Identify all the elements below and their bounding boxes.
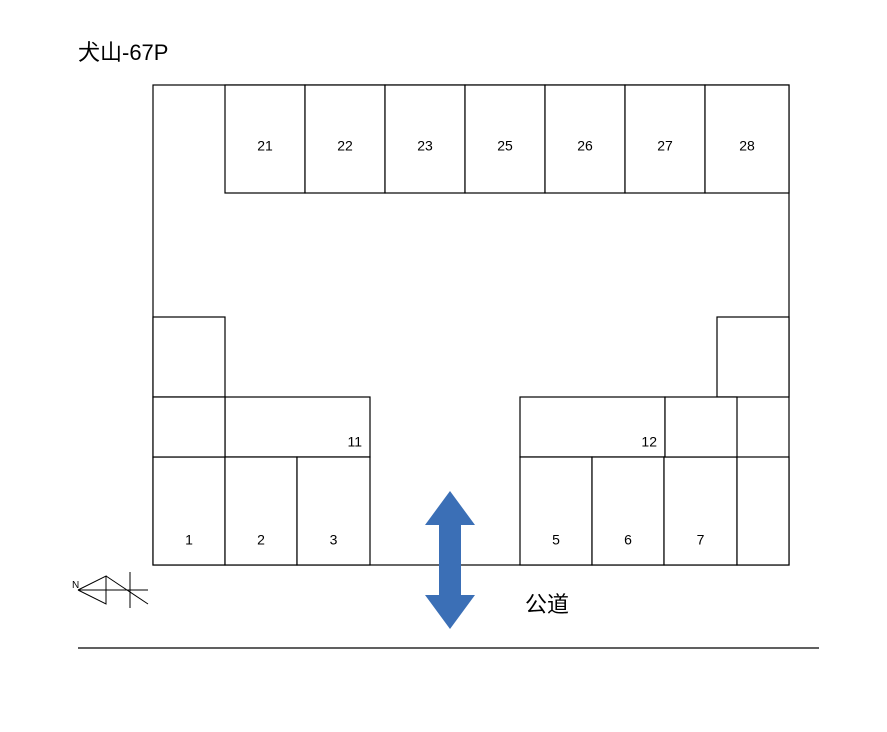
parking-space — [717, 317, 789, 397]
space-number: 1 — [185, 532, 193, 548]
space-number: 3 — [330, 532, 338, 548]
road-label: 公道 — [525, 592, 569, 617]
parking-space: 22 — [305, 85, 385, 193]
parking-space: 12 — [520, 397, 665, 457]
space-number: 11 — [347, 434, 362, 450]
parking-space — [737, 457, 789, 565]
space-number: 26 — [577, 138, 593, 154]
parking-space: 7 — [664, 457, 737, 565]
space-number: 25 — [497, 138, 513, 154]
parking-space: 28 — [705, 85, 789, 193]
parking-space: 27 — [625, 85, 705, 193]
parking-space: 26 — [545, 85, 625, 193]
space-number: 6 — [624, 532, 632, 548]
parking-space: 6 — [592, 457, 664, 565]
space-number: 7 — [697, 532, 705, 548]
parking-space: 21 — [225, 85, 305, 193]
parking-space: 1 — [153, 457, 225, 565]
parking-space: 3 — [297, 457, 370, 565]
parking-space: 2 — [225, 457, 297, 565]
space-number: 27 — [657, 138, 673, 154]
parking-space — [665, 397, 737, 457]
compass-n-label: N — [72, 580, 79, 591]
space-number: 21 — [257, 138, 273, 154]
parking-space — [153, 397, 225, 457]
space-number: 2 — [257, 532, 265, 548]
space-number: 28 — [739, 138, 755, 154]
space-number: 5 — [552, 532, 560, 548]
parking-space: 23 — [385, 85, 465, 193]
parking-space: 11 — [225, 397, 370, 457]
space-number: 22 — [337, 138, 353, 154]
space-number: 23 — [417, 138, 433, 154]
space-number: 12 — [641, 434, 657, 450]
parking-diagram: 犬山-67P212223252627281112123567公道N — [0, 0, 887, 732]
diagram-title: 犬山-67P — [78, 40, 168, 65]
parking-space — [153, 317, 225, 397]
parking-space: 5 — [520, 457, 592, 565]
parking-space: 25 — [465, 85, 545, 193]
